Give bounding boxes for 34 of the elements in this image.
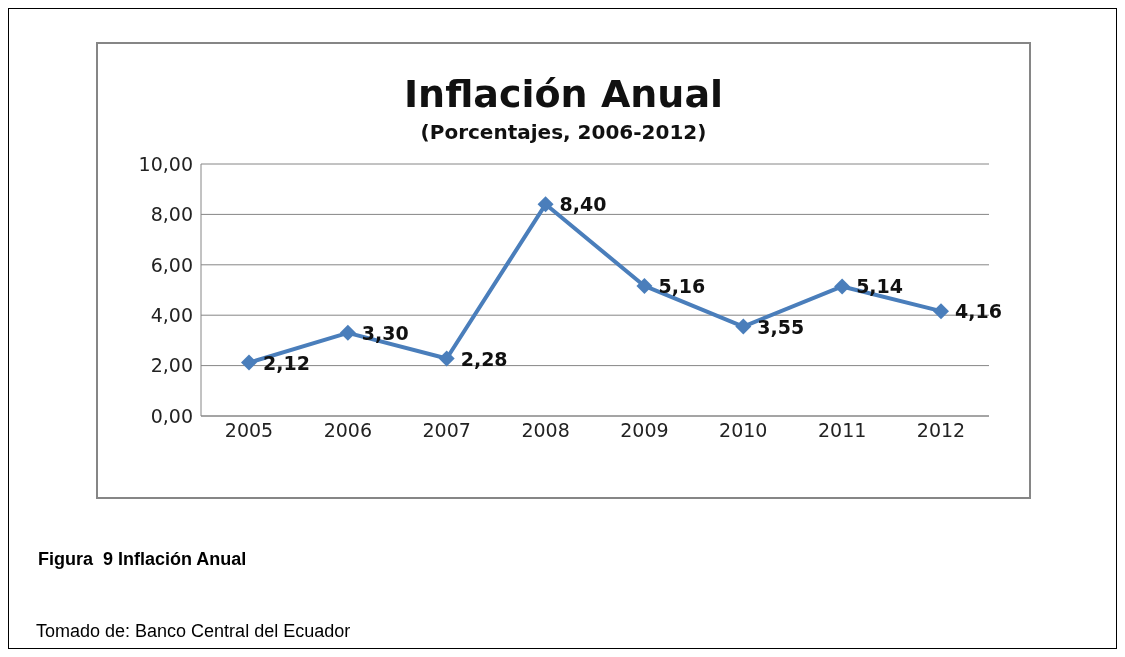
point [339,324,356,341]
data-label: 5,14 [856,275,904,298]
point [241,354,257,371]
x-tick-label: 2009 [620,419,669,442]
x-tick-label: 2010 [719,419,768,442]
x-tick-label: 2007 [422,419,471,442]
data-label: 4,16 [955,300,1002,323]
y-tick-label: 2,00 [150,354,193,377]
text: Figura 9 Inflación Anual [38,549,247,570]
text: Tomado de: Banco Central del Ecuador [36,621,351,642]
point [438,350,455,367]
x-tick-label: 2008 [521,419,570,442]
point [537,196,554,213]
y-tick-label: 10,00 [138,152,193,175]
data-label: 3,55 [757,315,805,338]
x-tick-label: 2006 [323,419,373,442]
data-label: 2,12 [263,351,310,374]
data-label: 8,40 [559,193,607,216]
data-label: 2,28 [460,347,508,370]
data-label: 5,16 [658,274,706,297]
y-tick-label: 4,00 [150,303,193,326]
point [636,277,653,294]
x-tick-label: 2005 [224,419,274,442]
x-tick-label: 2012 [916,419,966,442]
x-tick-label: 2011 [817,419,867,442]
point [735,318,752,335]
point [834,278,851,295]
y-tick-label: 6,00 [150,253,193,276]
chart-title: Inflación Anual [402,72,725,116]
point [933,303,949,320]
y-tick-label: 8,00 [150,203,193,226]
data-label: 3,30 [361,321,409,344]
chart-subtitle: (Porcentajes, 2006-2012) [419,120,708,144]
y-tick-label: 0,00 [150,404,193,427]
